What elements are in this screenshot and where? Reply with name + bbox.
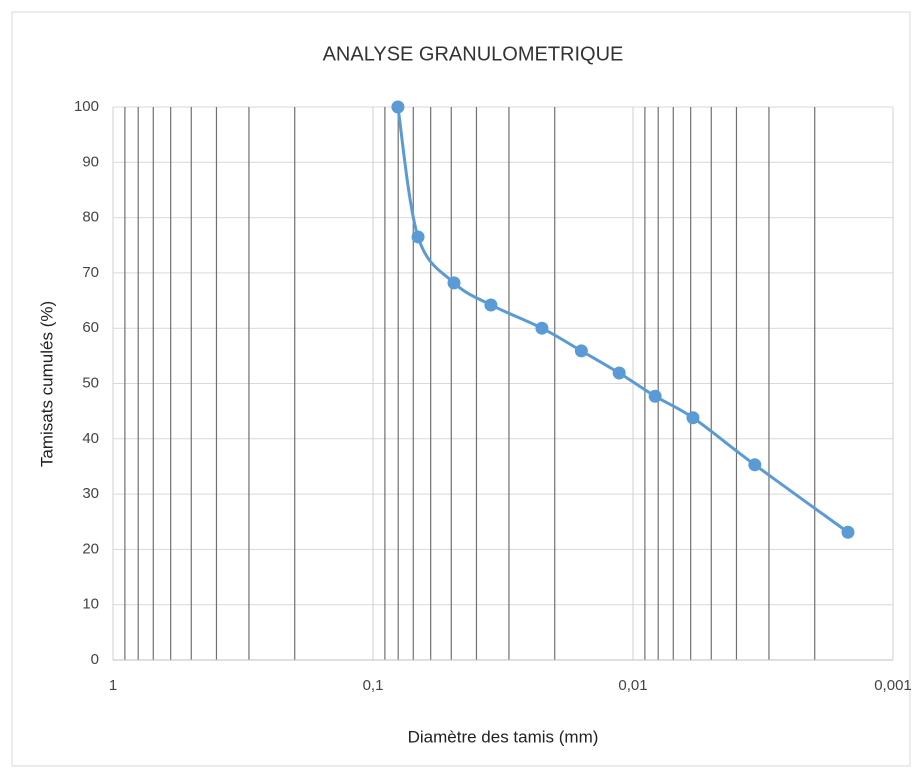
data-point <box>748 458 762 472</box>
y-tick-label: 70 <box>82 264 99 281</box>
x-axis-title: Diamètre des tamis (mm) <box>408 727 599 746</box>
data-point <box>391 100 405 114</box>
x-tick-label: 0,1 <box>363 677 384 694</box>
y-tick-label: 0 <box>91 651 99 668</box>
y-tick-label: 90 <box>82 153 99 170</box>
x-tick-label: 1 <box>109 677 117 694</box>
data-point <box>612 366 626 380</box>
data-point <box>484 298 498 312</box>
data-point <box>447 276 461 290</box>
y-tick-label: 40 <box>82 430 99 447</box>
x-tick-label: 0,001 <box>874 677 912 694</box>
y-tick-label: 50 <box>82 374 99 391</box>
data-point <box>411 230 425 244</box>
y-tick-label: 80 <box>82 209 99 226</box>
y-tick-label: 30 <box>82 485 99 502</box>
x-tick-label: 0,01 <box>618 677 647 694</box>
y-axis-title: Tamisats cumulés (%) <box>37 301 56 467</box>
y-tick-label: 20 <box>82 540 99 557</box>
y-tick-label: 60 <box>82 319 99 336</box>
y-tick-label: 100 <box>74 98 99 115</box>
data-point <box>841 525 855 539</box>
data-point <box>686 411 700 425</box>
data-point <box>648 389 662 403</box>
chart-frame <box>11 11 911 767</box>
chart-title: ANALYSE GRANULOMETRIQUE <box>323 43 624 65</box>
data-point <box>535 321 549 335</box>
data-point <box>574 344 588 358</box>
y-tick-label: 10 <box>82 596 99 613</box>
